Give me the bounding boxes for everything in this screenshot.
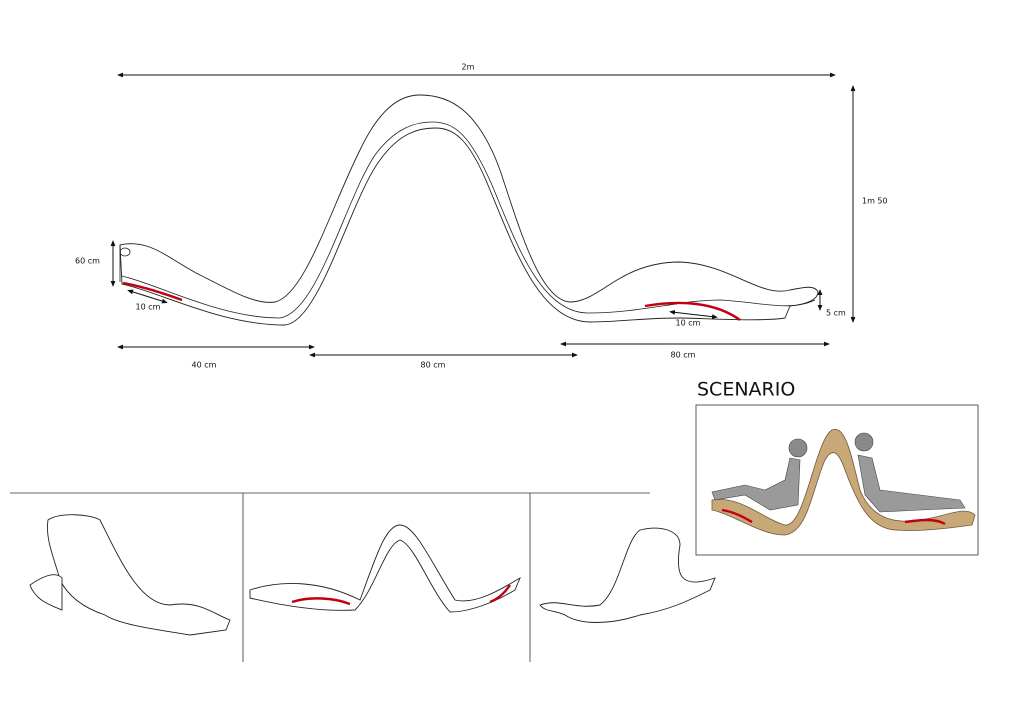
- scenario-illustration: [711, 429, 976, 536]
- dim-label: 5 cm: [826, 309, 846, 318]
- dimensions: 2m 1m 50 60 cm 10 cm 10 cm 5 cm 40 cm 80…: [75, 63, 888, 370]
- dim-label: 1m 50: [862, 197, 888, 206]
- dim-label: 2m: [462, 63, 475, 72]
- dim-label: 10 cm: [136, 303, 161, 312]
- dim-arrow: [127, 289, 168, 304]
- scenario-box: [695, 404, 979, 556]
- dim-label: 10 cm: [676, 319, 701, 328]
- dim-label: 60 cm: [75, 257, 100, 266]
- red-zone: [644, 301, 741, 321]
- profile-shape: [119, 94, 819, 326]
- scenario-title: SCENARIO: [697, 379, 795, 401]
- dim-arrow: [669, 309, 718, 320]
- profile: [119, 94, 819, 326]
- dim-label: 80 cm: [671, 351, 696, 360]
- dim-label: 40 cm: [192, 361, 217, 370]
- dim-label: 80 cm: [421, 361, 446, 370]
- views: [10, 492, 716, 662]
